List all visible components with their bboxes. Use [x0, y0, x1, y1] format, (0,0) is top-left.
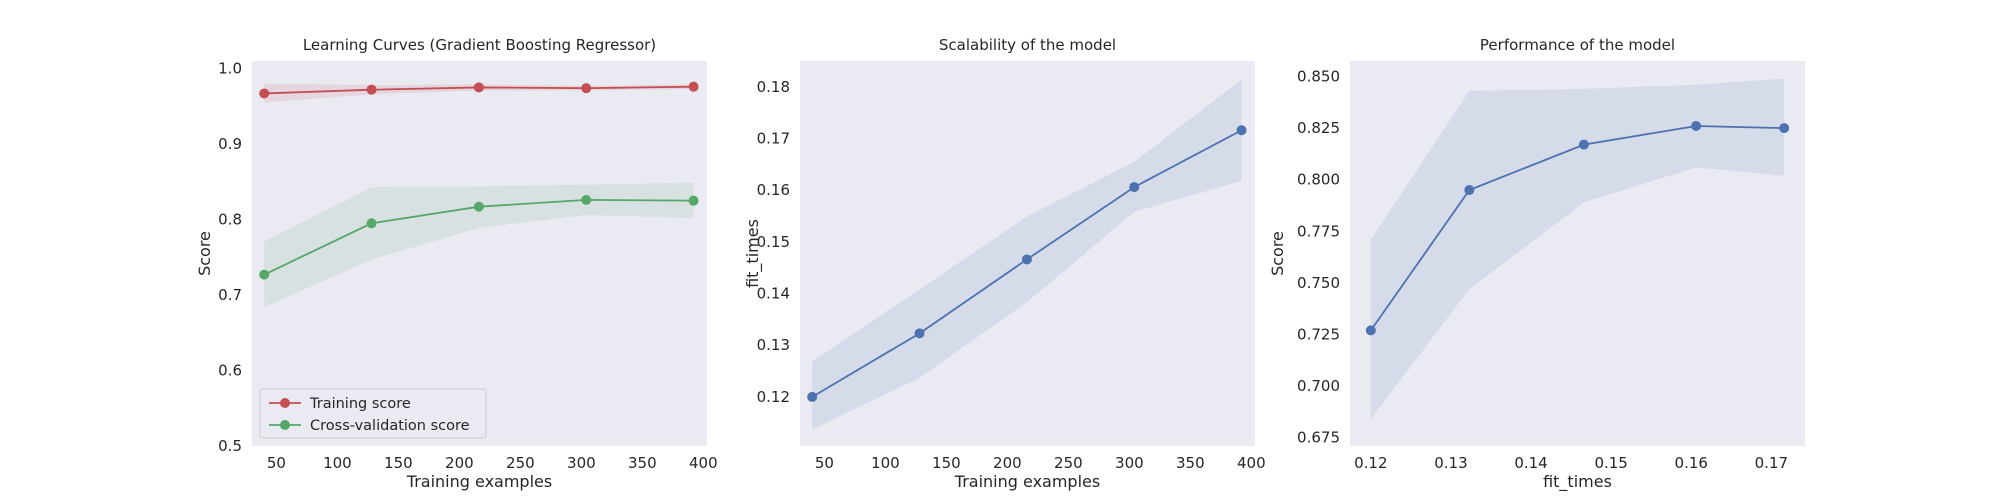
legend-marker: [280, 420, 290, 430]
y-tick-label: 0.17: [757, 130, 790, 148]
y-tick-label: 1.0: [218, 60, 242, 78]
legend-label: Cross-validation score: [310, 418, 470, 434]
y-tick-label: 0.8: [218, 211, 242, 229]
x-tick-label: 400: [1237, 454, 1266, 472]
y-tick-label: 0.15: [757, 233, 790, 251]
y-tick-label: 0.12: [757, 388, 790, 406]
y-tick-label: 0.750: [1297, 274, 1340, 292]
y-axis-label: fit_times: [743, 219, 763, 288]
x-tick-label: 0.12: [1354, 454, 1387, 472]
x-tick-label: 400: [689, 454, 718, 472]
x-tick-label: 0.17: [1755, 454, 1788, 472]
chart-title: Learning Curves (Gradient Boosting Regre…: [303, 36, 656, 54]
x-tick-label: 0.14: [1514, 454, 1547, 472]
x-tick-label: 100: [871, 454, 900, 472]
y-tick-label: 0.6: [218, 362, 242, 380]
y-tick-label: 0.7: [218, 286, 242, 304]
data-point: [1691, 121, 1702, 132]
x-tick-label: 200: [445, 454, 474, 472]
x-tick-label: 300: [567, 454, 596, 472]
confidence-band: [1370, 78, 1785, 420]
data-point: [1464, 185, 1475, 196]
x-tick-label: 250: [1054, 454, 1083, 472]
x-tick-label: 150: [932, 454, 961, 472]
plot-area: [252, 61, 707, 446]
data-point: [1236, 125, 1247, 136]
data-point: [914, 328, 925, 339]
y-tick-label: 0.18: [757, 78, 790, 96]
legend: Training score Cross-validation score: [259, 388, 487, 439]
x-tick-label: 350: [1176, 454, 1205, 472]
data-point: [473, 82, 484, 93]
chart-panel-3: Performance of the model 0.12 0.13 0.14 0.15…: [1268, 36, 1805, 492]
data-point: [366, 218, 377, 229]
y-tick-label: 0.850: [1297, 67, 1340, 85]
y-tick-label: 0.700: [1297, 377, 1340, 395]
chart-title: Scalability of the model: [939, 36, 1116, 54]
data-point: [259, 269, 270, 280]
data-point: [1779, 123, 1790, 134]
y-tick-label: 0.775: [1297, 222, 1340, 240]
data-point: [688, 81, 699, 92]
x-axis-label: fit_times: [1543, 472, 1612, 492]
y-tick-label: 0.14: [757, 285, 790, 303]
y-tick-label: 0.5: [218, 437, 242, 455]
data-point: [473, 201, 484, 212]
x-tick-label: 0.16: [1675, 454, 1708, 472]
data-point: [807, 391, 818, 402]
legend-label: Training score: [309, 396, 411, 412]
data-point: [1021, 254, 1032, 265]
x-tick-label: 0.13: [1434, 454, 1467, 472]
y-tick-label: 0.16: [757, 181, 790, 199]
x-tick-label: 150: [384, 454, 413, 472]
data-point: [1365, 325, 1376, 336]
chart-panel-2: Scalability of the model 50 100 150 200 250 30…: [743, 36, 1266, 491]
y-tick-label: 0.9: [218, 135, 242, 153]
y-tick-label: 0.825: [1297, 119, 1340, 137]
x-tick-label: 300: [1115, 454, 1144, 472]
x-tick-label: 0.15: [1594, 454, 1627, 472]
legend-box: [259, 388, 487, 439]
y-tick-label: 0.13: [757, 336, 790, 354]
x-axis-label: Training examples: [406, 472, 552, 491]
x-tick-label: 50: [815, 454, 834, 472]
x-tick-label: 100: [323, 454, 352, 472]
y-tick-label: 0.675: [1297, 429, 1340, 447]
y-tick-label: 0.725: [1297, 326, 1340, 344]
x-tick-label: 250: [506, 454, 535, 472]
chart-panel-1: Learning Curves (Gradient Boosting Regre…: [195, 36, 718, 491]
y-tick-label: 0.800: [1297, 171, 1340, 189]
chart-title: Performance of the model: [1480, 36, 1675, 54]
y-axis-label: Score: [1268, 231, 1287, 276]
plot-area: [800, 61, 1255, 446]
data-point: [366, 84, 377, 95]
x-axis-label: Training examples: [954, 472, 1100, 491]
y-axis-label: Score: [195, 231, 214, 276]
x-tick-label: 350: [628, 454, 657, 472]
x-tick-label: 200: [993, 454, 1022, 472]
data-point: [259, 88, 270, 99]
data-point: [581, 83, 592, 94]
x-tick-label: 50: [267, 454, 286, 472]
data-point: [581, 194, 592, 205]
data-point: [1129, 182, 1140, 193]
legend-marker: [280, 398, 290, 408]
data-point: [1578, 139, 1589, 150]
data-point: [688, 195, 699, 206]
confidence-band: [264, 182, 694, 308]
